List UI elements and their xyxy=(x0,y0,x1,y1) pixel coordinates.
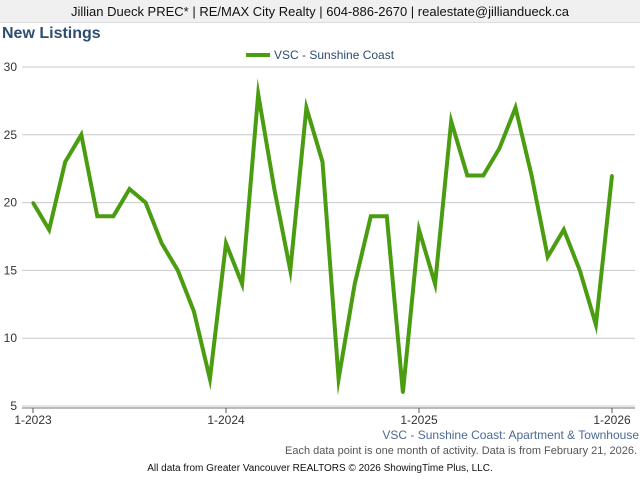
data-point xyxy=(31,201,35,205)
x-tick-label: 1-2024 xyxy=(207,413,245,427)
data-point xyxy=(530,173,534,177)
data-point xyxy=(562,228,566,232)
y-tick-label: 20 xyxy=(4,196,18,210)
x-tick-label: 1-2025 xyxy=(400,413,438,427)
legend: VSC - Sunshine Coast xyxy=(246,48,395,62)
data-point xyxy=(256,92,260,96)
legend-label: VSC - Sunshine Coast xyxy=(274,48,395,62)
data-point xyxy=(578,268,582,272)
data-point xyxy=(95,214,99,218)
data-point xyxy=(449,119,453,123)
data-point xyxy=(433,282,437,286)
x-axis: 1-2023 1-2024 1-2025 1-2026 xyxy=(14,407,635,427)
data-point xyxy=(610,173,614,177)
chart-subtitle: VSC - Sunshine Coast: Apartment & Townho… xyxy=(382,428,639,442)
data-point xyxy=(240,282,244,286)
footer-credit: All data from Greater Vancouver REALTORS… xyxy=(147,463,493,474)
data-point xyxy=(47,228,51,232)
data-point xyxy=(594,323,598,327)
data-point xyxy=(385,214,389,218)
series-line xyxy=(31,78,614,396)
data-point xyxy=(288,268,292,272)
y-tick-label: 5 xyxy=(10,399,17,413)
data-point xyxy=(497,146,501,150)
data-note: Each data point is one month of activity… xyxy=(285,445,637,457)
header-text: Jillian Dueck PREC* | RE/MAX City Realty… xyxy=(70,3,570,19)
data-point xyxy=(224,241,228,245)
y-tick-label: 10 xyxy=(4,331,18,345)
data-point xyxy=(321,160,324,164)
data-point xyxy=(111,214,115,218)
data-point xyxy=(401,390,405,394)
data-point xyxy=(304,106,308,110)
data-point xyxy=(160,241,164,245)
data-point xyxy=(144,201,148,205)
data-point xyxy=(481,173,485,177)
series-group xyxy=(31,78,614,396)
y-tick-label: 15 xyxy=(4,263,18,277)
data-point xyxy=(369,214,373,218)
data-point xyxy=(465,173,469,177)
chart-title: New Listings xyxy=(2,25,101,42)
y-axis-ticks: 5 10 15 20 25 30 xyxy=(4,60,18,413)
data-point xyxy=(546,255,550,259)
y-tick-label: 30 xyxy=(4,60,18,74)
data-point xyxy=(176,268,180,272)
grid-lines xyxy=(22,66,635,407)
data-point xyxy=(272,187,276,191)
data-point xyxy=(208,377,212,381)
data-point xyxy=(192,309,196,313)
data-point xyxy=(337,377,341,381)
data-point xyxy=(353,282,357,286)
data-point xyxy=(514,106,517,110)
header-bar: Jillian Dueck PREC* | RE/MAX City Realty… xyxy=(0,0,640,23)
data-point xyxy=(128,187,131,191)
x-tick-label: 1-2026 xyxy=(593,413,631,427)
y-tick-label: 25 xyxy=(4,128,18,142)
data-point xyxy=(417,228,421,232)
x-tick-label: 1-2023 xyxy=(14,413,52,427)
data-point xyxy=(79,133,83,137)
data-point xyxy=(63,160,67,164)
